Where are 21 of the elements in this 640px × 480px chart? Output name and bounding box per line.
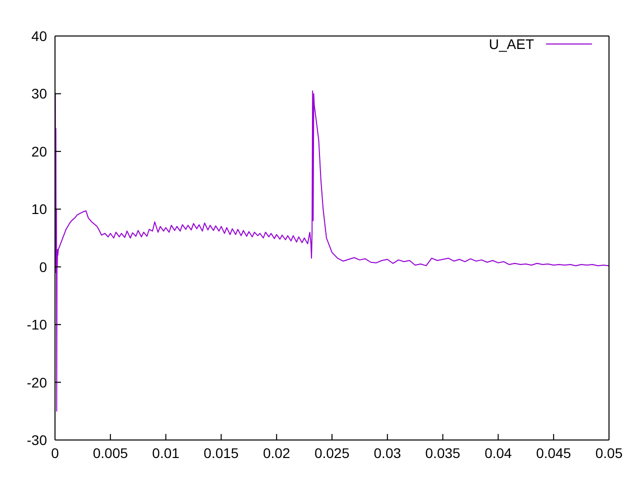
x-tick-label: 0.025	[314, 444, 350, 461]
x-tick-label: 0.015	[204, 444, 239, 461]
x-tick-label: 0.04	[484, 444, 512, 461]
x-tick-label: 0.05	[595, 444, 623, 461]
y-tick-label: -30	[26, 432, 48, 448]
line-series	[55, 90, 609, 412]
x-tick-label: 0.01	[152, 444, 180, 461]
x-tick-label: 0	[51, 444, 60, 461]
x-tick-label: 0.045	[536, 444, 572, 461]
x-tick-label: 0.035	[425, 444, 461, 461]
y-tick-label: -20	[26, 374, 48, 390]
y-tick-label: 30	[31, 86, 48, 102]
y-tick-label: 20	[31, 143, 48, 160]
y-tick-label: 40	[31, 28, 48, 44]
y-tick-label: -10	[26, 316, 48, 333]
y-tick-label: 10	[31, 201, 48, 218]
x-tick-label: 0.005	[92, 444, 128, 461]
x-tick-label: 0.03	[374, 444, 402, 461]
y-tick-label: 0	[39, 258, 48, 275]
legend-label: U_AET	[488, 36, 534, 52]
x-tick-label: 0.02	[262, 444, 290, 461]
